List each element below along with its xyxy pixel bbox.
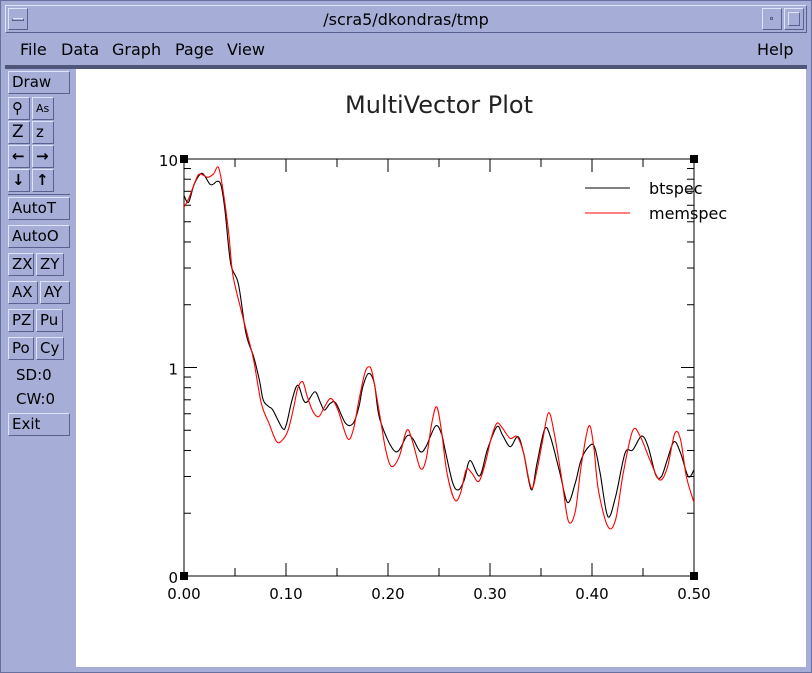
x-tick-label: 0.40 [575, 585, 608, 603]
y-tick-label: 10 [159, 152, 178, 170]
legend-label-memspec: memspec [649, 204, 727, 223]
text-size-icon: As [36, 102, 50, 115]
corner-handle [690, 572, 698, 580]
corner-handle [690, 155, 698, 163]
pz-button[interactable]: PZ [8, 309, 34, 332]
title-bar[interactable]: /scra5/dkondras/tmp [5, 5, 807, 33]
menu-graph[interactable]: Graph [112, 40, 162, 59]
menu-help[interactable]: Help [757, 40, 794, 59]
series-line-memspec [183, 166, 695, 530]
arrow-left-icon: ← [12, 147, 25, 165]
autoo-button[interactable]: AutoO [8, 225, 70, 248]
window-menu-icon [12, 18, 24, 21]
zx-button[interactable]: ZX [8, 253, 34, 276]
chart: MultiVector Plot 0.00 0.10 0.20 0.30 0.40 0.5… [159, 91, 727, 603]
series-line-btspec [183, 172, 695, 518]
x-tick-label: 0.00 [167, 585, 200, 603]
pan-up-button[interactable]: ↑ [32, 169, 54, 192]
zoom-in-icon: Z [12, 122, 24, 142]
ax-button[interactable]: AX [8, 281, 38, 304]
plot-canvas[interactable]: MultiVector Plot 0.00 0.10 0.20 0.30 0.40 0.5… [76, 69, 806, 667]
menu-file[interactable]: File [20, 40, 47, 59]
text-size-button[interactable]: As [32, 97, 54, 120]
cw-label: CW:0 [16, 390, 56, 408]
exit-button[interactable]: Exit [8, 413, 70, 436]
zoom-in-button[interactable]: Z [8, 121, 30, 144]
maximize-button[interactable] [784, 8, 804, 30]
pan-right-button[interactable]: → [32, 145, 54, 168]
minimize-button[interactable] [762, 8, 782, 30]
magnify-icon: ⚲ [12, 99, 23, 117]
magnify-button[interactable]: ⚲ [8, 97, 30, 120]
draw-button[interactable]: Draw [8, 71, 70, 94]
menu-view[interactable]: View [227, 40, 265, 59]
x-tick-label: 0.50 [677, 585, 710, 603]
minimize-icon [770, 17, 773, 20]
menu-page[interactable]: Page [175, 40, 214, 59]
zoom-out-icon: z [36, 123, 44, 141]
pan-left-button[interactable]: ← [8, 145, 30, 168]
window-menu-button[interactable] [8, 8, 28, 30]
arrow-right-icon: → [36, 147, 49, 165]
autot-button[interactable]: AutoT [8, 197, 70, 220]
pan-down-button[interactable]: ↓ [8, 169, 30, 192]
plot-frame [183, 158, 695, 577]
corner-handle [180, 572, 188, 580]
y-tick-label: 1 [168, 361, 178, 379]
zoom-out-button[interactable]: z [32, 121, 54, 144]
corner-handle [180, 155, 188, 163]
x-tick-label: 0.20 [371, 585, 404, 603]
sd-label: SD:0 [16, 366, 52, 384]
pu-button[interactable]: Pu [36, 309, 63, 332]
window-title: /scra5/dkondras/tmp [323, 10, 489, 29]
zy-button[interactable]: ZY [36, 253, 64, 276]
arrow-down-icon: ↓ [12, 171, 25, 189]
menu-bar: File Data Graph Page View Help [5, 35, 807, 65]
cy-button[interactable]: Cy [36, 337, 64, 360]
menu-data[interactable]: Data [61, 40, 100, 59]
y-tick-label: 0 [168, 569, 178, 587]
toolbar: Draw ⚲ As Z z ← → ↓ ↑ AutoT AutoO ZX ZY … [6, 69, 74, 667]
x-tick-label: 0.10 [269, 585, 302, 603]
maximize-icon [788, 12, 800, 26]
x-tick-label: 0.30 [473, 585, 506, 603]
legend-label-btspec: btspec [649, 179, 703, 198]
arrow-up-icon: ↑ [36, 171, 49, 189]
chart-title: MultiVector Plot [345, 91, 533, 119]
ay-button[interactable]: AY [40, 281, 70, 304]
menu-divider [5, 65, 807, 69]
po-button[interactable]: Po [8, 337, 34, 360]
